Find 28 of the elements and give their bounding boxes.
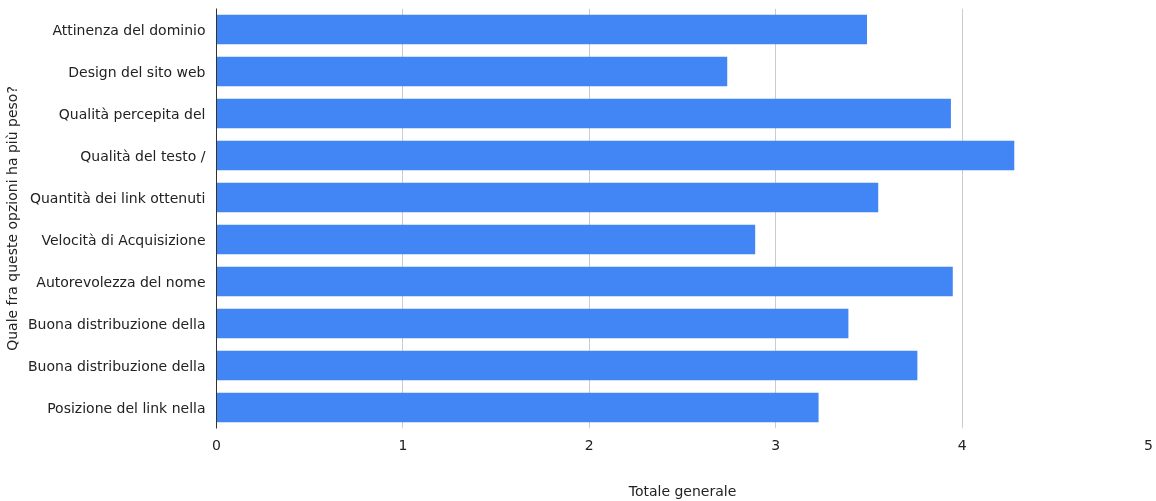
bar	[216, 56, 728, 87]
y-tick-label: Velocità di Acquisizione	[41, 231, 206, 248]
y-tick-label: Buona distribuzione della	[27, 357, 206, 374]
y-tick-label: Buona distribuzione della	[27, 315, 206, 332]
bar	[216, 224, 756, 255]
y-tick-label: Qualità percepita del	[58, 105, 206, 122]
bar	[216, 308, 849, 339]
bar	[216, 182, 879, 213]
x-tick-label: 3	[771, 436, 781, 453]
y-tick-label: Qualità del testo /	[80, 147, 206, 164]
y-tick-label: Posizione del link nella	[47, 399, 206, 416]
bar	[216, 392, 819, 423]
bar	[216, 98, 951, 129]
x-tick-label: 4	[957, 436, 967, 453]
bar	[216, 350, 918, 381]
x-tick-label: 1	[398, 436, 408, 453]
x-axis-title: Totale generale	[627, 482, 737, 499]
x-tick-label: 0	[212, 436, 221, 453]
y-axis-title: Quale fra queste opzioni ha più peso?	[3, 86, 20, 351]
y-tick-label: Attinenza del dominio	[52, 21, 206, 38]
bar	[216, 266, 953, 297]
x-tick-label: 2	[584, 436, 594, 453]
bar	[216, 14, 868, 45]
y-tick-label: Autorevolezza del nome	[36, 273, 206, 290]
bar	[216, 140, 1015, 171]
x-tick-label: 5	[1144, 436, 1153, 453]
y-tick-label: Quantità dei link ottenuti	[29, 189, 206, 206]
y-tick-label: Design del sito web	[68, 63, 206, 80]
